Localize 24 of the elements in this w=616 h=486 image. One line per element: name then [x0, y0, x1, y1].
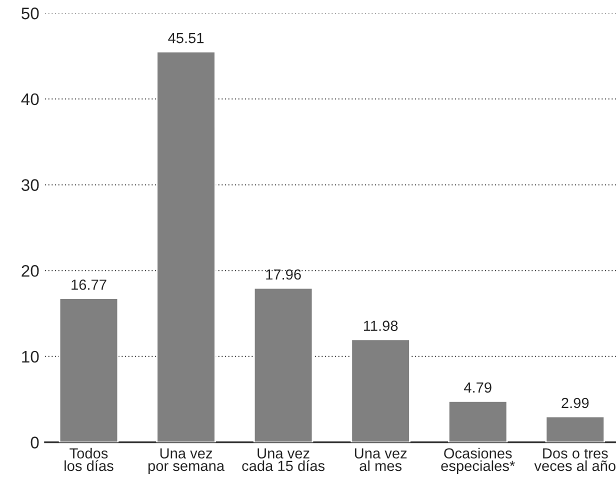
data-label: 16.77 [72, 280, 106, 290]
x-tick-label: Una vez al mes [354, 448, 407, 472]
data-label: 2.99 [562, 398, 589, 408]
x-tick-label: Todos los días [64, 448, 114, 472]
bar [156, 50, 216, 442]
data-label: 4.79 [464, 382, 492, 393]
x-tick-label: Dos o tres veces al año [534, 448, 616, 472]
x-tick-label: Una vez cada 15 días [242, 448, 325, 472]
y-tick-label: 40 [21, 93, 39, 106]
bar [350, 338, 410, 442]
x-tick-label: Una vez por semana [148, 448, 225, 474]
x-tick-label: Ocasiones especiales* [441, 448, 515, 474]
bar [58, 298, 119, 442]
y-tick-label: 30 [22, 179, 39, 191]
bar [253, 287, 314, 442]
y-tick-label: 0 [30, 436, 39, 448]
data-label: 11.98 [364, 320, 398, 331]
data-label: 17.96 [266, 269, 301, 280]
bar [545, 416, 606, 442]
data-label: 45.51 [168, 33, 204, 44]
y-tick-label: 10 [22, 350, 39, 363]
y-tick-label: 50 [22, 8, 39, 20]
bar [448, 400, 508, 442]
y-tick-label: 20 [22, 265, 39, 277]
